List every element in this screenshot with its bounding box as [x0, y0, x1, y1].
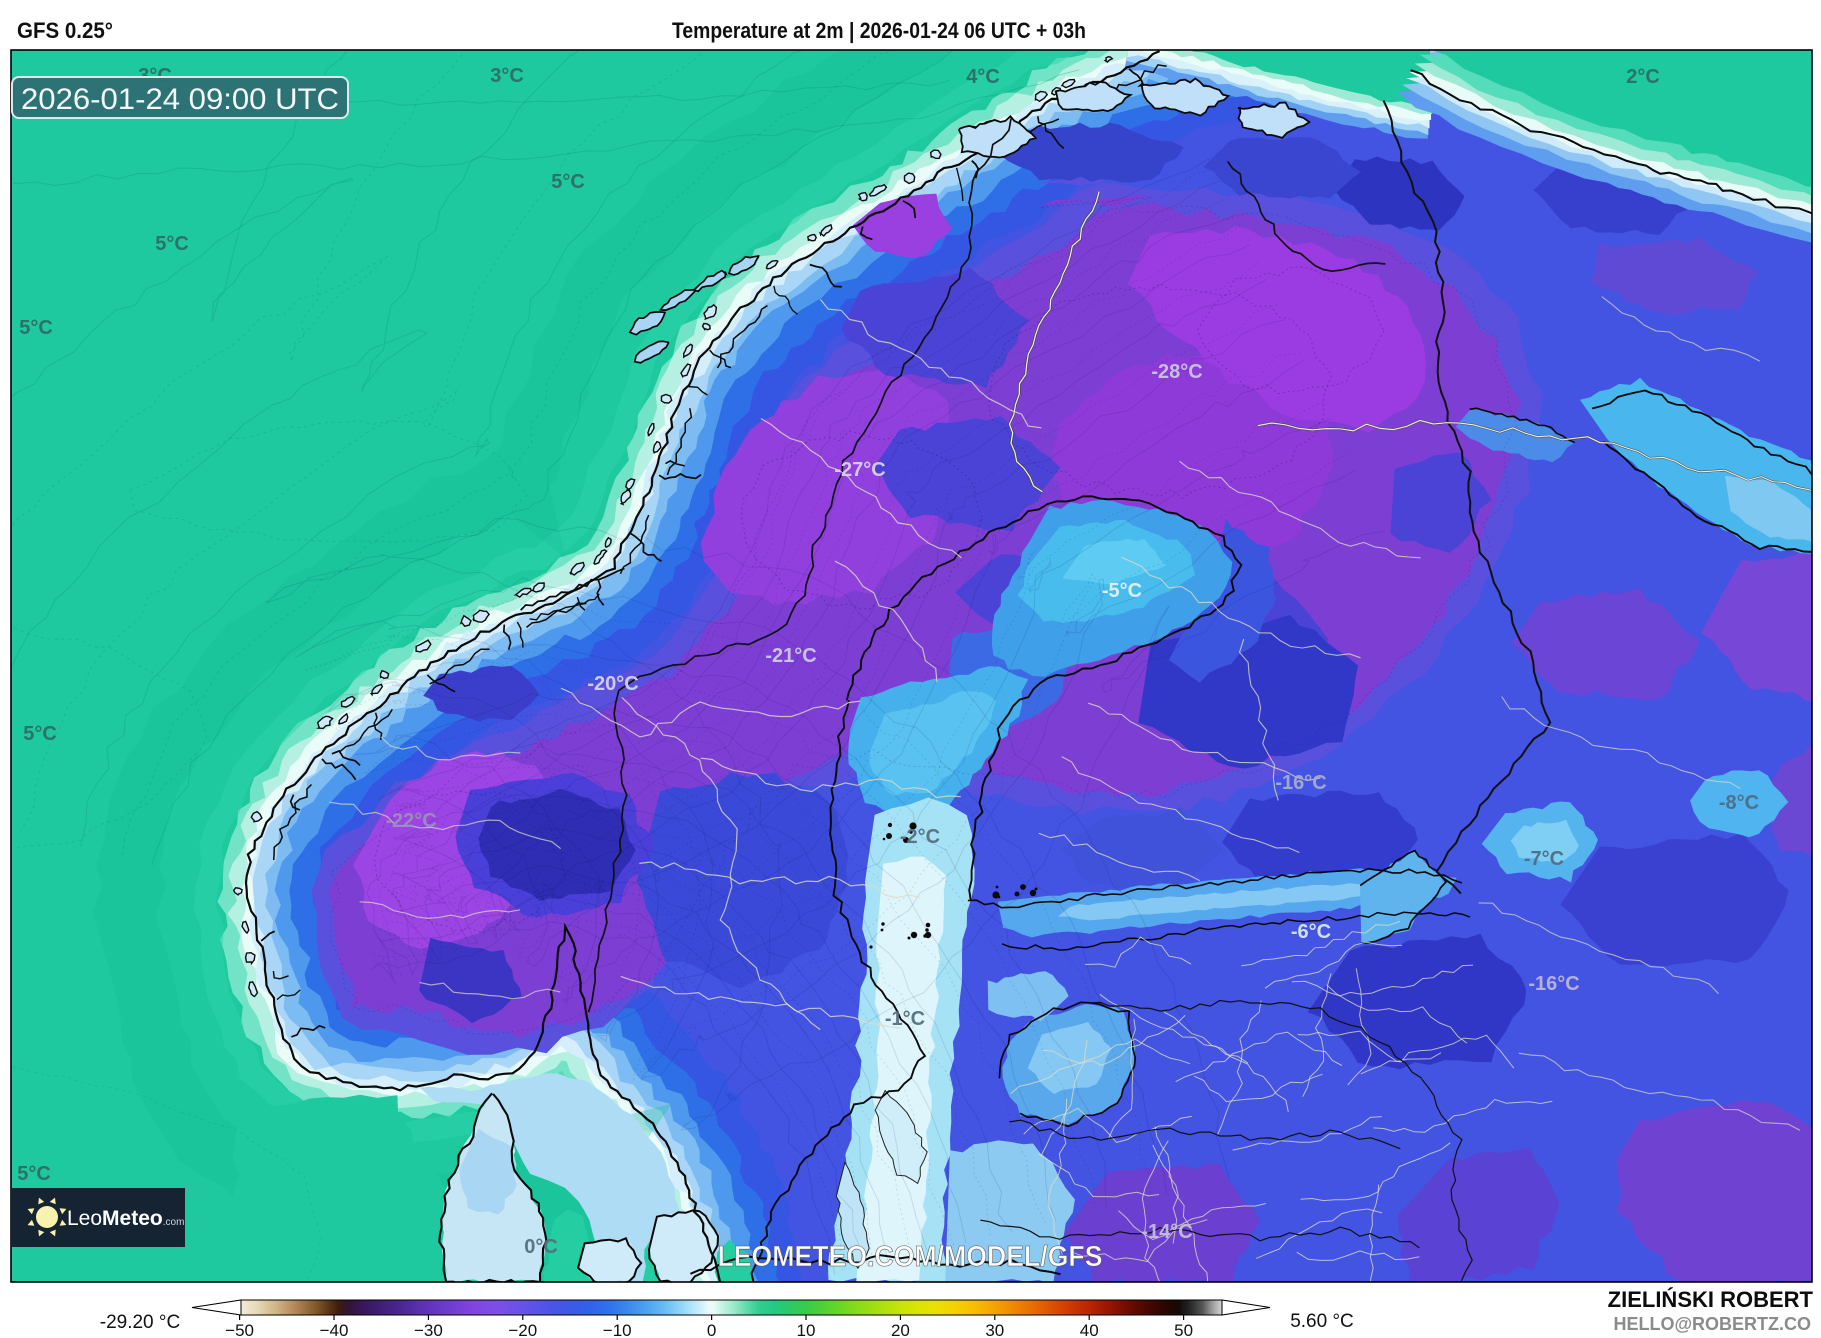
svg-text:-21°C: -21°C [765, 645, 816, 667]
svg-text:-28°C: -28°C [1151, 361, 1202, 383]
svg-text:-7°C: -7°C [1524, 848, 1564, 870]
svg-text:-2°C: -2°C [900, 826, 940, 848]
svg-text:4°C: 4°C [966, 66, 1000, 88]
svg-text:50: 50 [1174, 1321, 1193, 1338]
svg-text:LeoMeteo.com: LeoMeteo.com [67, 1207, 184, 1230]
svg-text:5°C: 5°C [155, 233, 189, 255]
svg-text:HELLO@ROBERTZ.CO: HELLO@ROBERTZ.CO [1613, 1314, 1811, 1334]
svg-text:0°C: 0°C [524, 1236, 558, 1258]
svg-text:-6°C: -6°C [1291, 921, 1331, 943]
svg-text:0: 0 [707, 1321, 716, 1338]
svg-text:-22°C: -22°C [385, 810, 436, 832]
svg-text:5°C: 5°C [23, 723, 57, 745]
svg-text:30: 30 [985, 1321, 1004, 1338]
svg-text:-29.20 °C: -29.20 °C [100, 1312, 180, 1333]
svg-text:-16°C: -16°C [1528, 973, 1579, 995]
svg-text:2026-01-24 09:00 UTC: 2026-01-24 09:00 UTC [21, 83, 339, 116]
svg-text:5.60 °C: 5.60 °C [1290, 1311, 1354, 1332]
svg-text:Temperature at 2m | 2026-01-24: Temperature at 2m | 2026-01-24 06 UTC + … [672, 18, 1086, 43]
svg-text:−50: −50 [225, 1321, 254, 1338]
svg-text:-5°C: -5°C [1102, 580, 1142, 602]
svg-text:20: 20 [891, 1321, 910, 1338]
svg-text:5°C: 5°C [19, 317, 53, 339]
svg-text:-8°C: -8°C [1719, 792, 1759, 814]
svg-text:3°C: 3°C [490, 65, 524, 87]
svg-text:10: 10 [797, 1321, 816, 1338]
svg-text:ZIELIŃSKI ROBERT: ZIELIŃSKI ROBERT [1608, 1287, 1814, 1312]
svg-text:2°C: 2°C [1626, 66, 1660, 88]
svg-text:-14°C: -14°C [1141, 1221, 1192, 1243]
svg-text:−20: −20 [508, 1321, 537, 1338]
svg-text:-1°C: -1°C [885, 1008, 925, 1030]
svg-text:5°C: 5°C [17, 1163, 51, 1185]
svg-text:-20°C: -20°C [587, 673, 638, 695]
svg-text:-16°C: -16°C [1275, 772, 1326, 794]
svg-text:−40: −40 [320, 1321, 349, 1338]
svg-text:−10: −10 [603, 1321, 632, 1338]
svg-text:LEOMETEO.COM/MODEL/GFS: LEOMETEO.COM/MODEL/GFS [718, 1241, 1103, 1273]
svg-text:GFS 0.25°: GFS 0.25° [17, 18, 113, 43]
svg-text:-27°C: -27°C [834, 459, 885, 481]
svg-text:−30: −30 [414, 1321, 443, 1338]
svg-text:40: 40 [1080, 1321, 1099, 1338]
svg-text:5°C: 5°C [551, 171, 585, 193]
